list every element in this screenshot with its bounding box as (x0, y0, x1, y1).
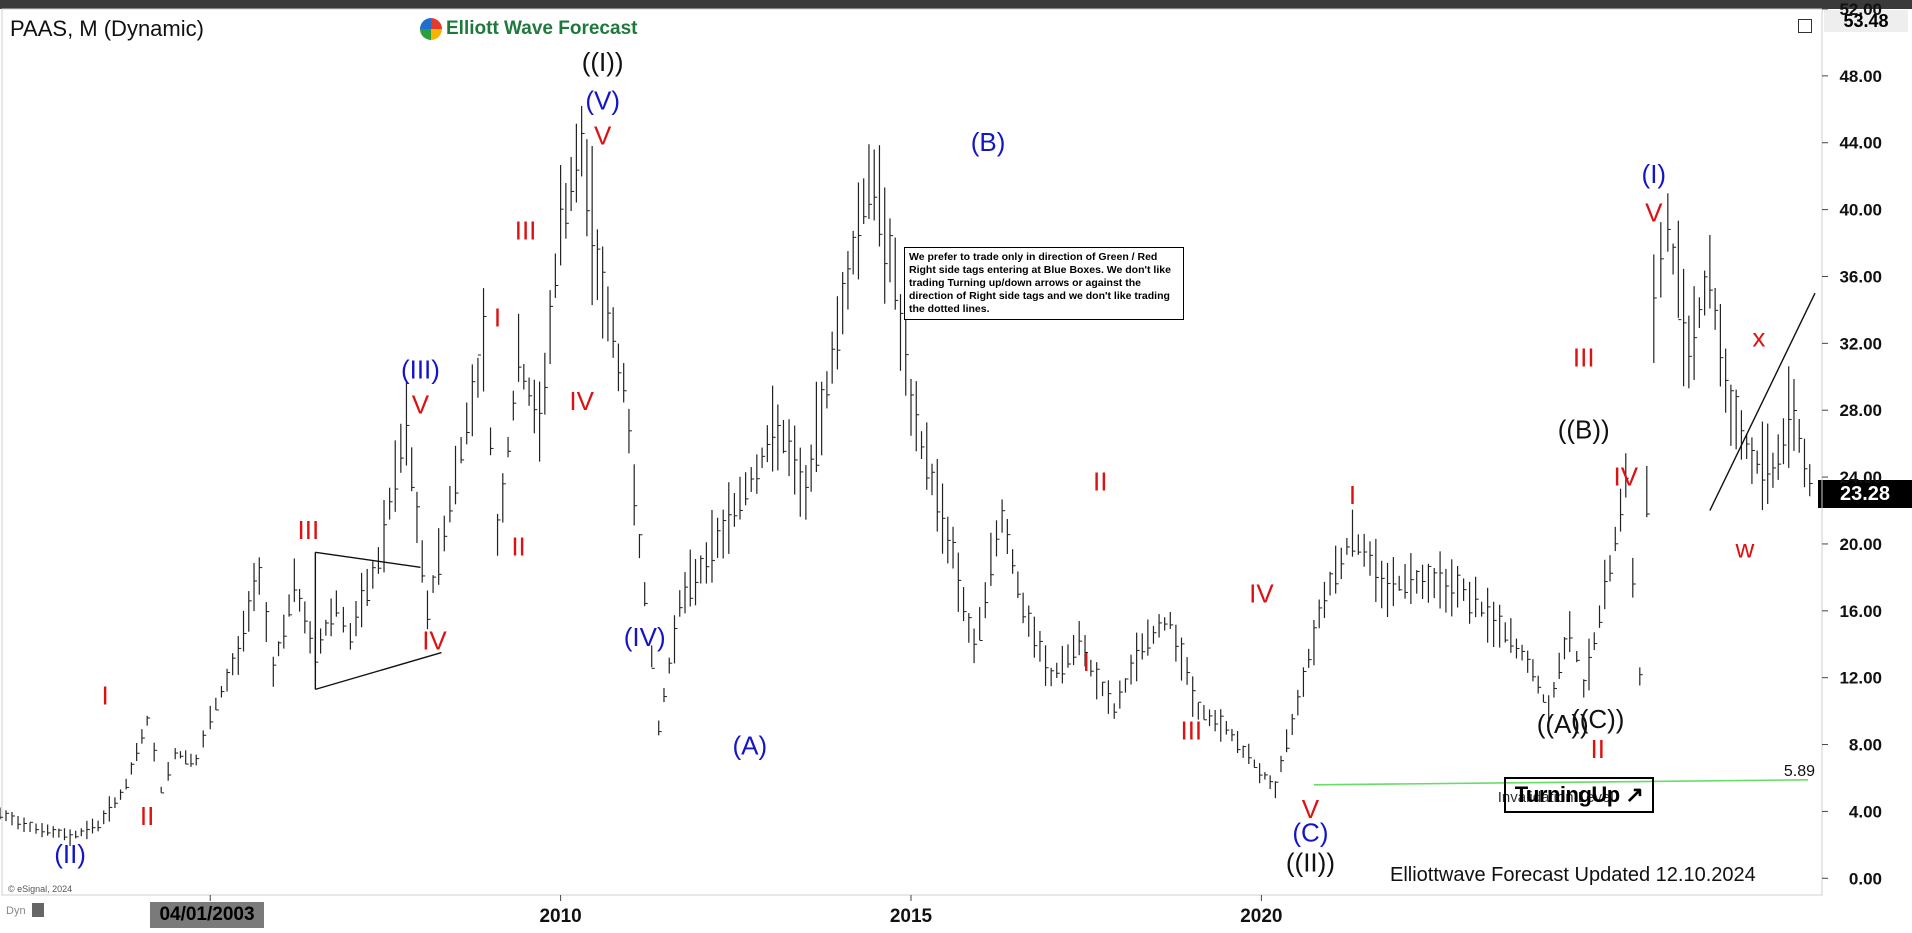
trading-note: We prefer to trade only in direction of … (904, 247, 1184, 320)
invalidation-line (1313, 779, 1808, 786)
wave-label: III (1180, 716, 1202, 746)
wave-label: II (1093, 466, 1107, 496)
wave-label: II (140, 801, 154, 831)
y-tick-label: 20.00 (1839, 535, 1882, 554)
y-tick-label: 32.00 (1839, 334, 1882, 353)
cursor-date-box: 04/01/2003 (150, 902, 264, 928)
last-price-label: 23.28 (1818, 480, 1912, 508)
y-tick-label: 48.00 (1839, 67, 1882, 86)
triangle-lower-line (315, 651, 442, 691)
brand-globe-icon (420, 18, 442, 40)
y-tick-label: 40.00 (1839, 201, 1882, 220)
updated-caption: Elliottwave Forecast Updated 12.10.2024 (1390, 864, 1756, 886)
wave-label: IV (1249, 578, 1274, 608)
arrow-up-right-icon: ↗ (1625, 782, 1644, 807)
wave-label: x (1752, 323, 1765, 353)
wave-label: IV (422, 625, 447, 655)
dyn-label: Dyn (6, 905, 26, 917)
invalidation-value: 5.89 (1784, 763, 1815, 780)
wave-label: IV (569, 386, 594, 416)
symbol-title: PAAS, M (Dynamic) (10, 16, 204, 41)
wave-label: (IV) (624, 622, 666, 652)
wave-label: II (1591, 734, 1605, 764)
y-tick-label: 8.00 (1849, 736, 1882, 755)
wave-label: I (1083, 647, 1090, 677)
y-tick-label: 16.00 (1839, 602, 1882, 621)
wave-label: V (412, 390, 430, 420)
y-tick-label: 44.00 (1839, 134, 1882, 153)
dyn-toggle-icon[interactable] (32, 903, 44, 917)
restore-window-icon[interactable] (1798, 19, 1812, 33)
brand-logo: Elliott Wave Forecast (420, 18, 637, 40)
y-tick-label: 52.00 (1839, 0, 1882, 19)
triangle-upper-line (315, 551, 421, 569)
y-tick-label: 12.00 (1839, 669, 1882, 688)
plot-frame (1, 8, 1823, 896)
wave-label: (I) (1642, 159, 1667, 189)
wave-label: III (298, 515, 320, 545)
y-tick-label: 36.00 (1839, 267, 1882, 286)
wave-label: I (1349, 480, 1356, 510)
wave-label: ((II)) (1286, 848, 1335, 878)
projection-line (1709, 292, 1816, 511)
wave-label: II (511, 532, 525, 562)
y-tick-label: 28.00 (1839, 401, 1882, 420)
wave-label: IV (1613, 461, 1638, 491)
esignal-copyright: © eSignal, 2024 (8, 884, 73, 894)
wave-label: V (1645, 197, 1663, 227)
x-tick-label: 2020 (1240, 906, 1282, 927)
turning-up-label: TurningUp (1514, 782, 1621, 807)
wave-label: ((I)) (582, 47, 624, 77)
wave-label: (A) (732, 731, 767, 761)
wave-label: III (1573, 343, 1595, 373)
wave-label: w (1735, 533, 1755, 563)
wave-label: ((C)) (1571, 704, 1624, 734)
x-tick-label: 2015 (890, 906, 933, 927)
invalidation-caption: Invalidation Level (1498, 789, 1614, 806)
wave-label: (C) (1292, 818, 1328, 848)
wave-label: (V) (585, 85, 620, 115)
window-top-bar (0, 0, 1912, 9)
wave-label: (B) (971, 127, 1006, 157)
wave-label: I (494, 303, 501, 333)
y-tick-label: 0.00 (1849, 869, 1882, 888)
wave-label: III (515, 216, 537, 246)
wave-label: (III) (401, 354, 440, 384)
wave-label: ((A)) (1537, 709, 1589, 739)
turning-up-tag: TurningUp ↗ (1504, 777, 1654, 813)
wave-label: ((B)) (1558, 415, 1610, 445)
wave-label: I (101, 680, 108, 710)
brand-name: Elliott Wave Forecast (446, 18, 638, 39)
x-tick-label: 2010 (539, 906, 581, 927)
wave-label: (II) (54, 839, 86, 869)
top-price-label: 53.48 (1824, 10, 1908, 32)
y-tick-label: 4.00 (1849, 802, 1882, 821)
y-tick-label: 24.00 (1839, 468, 1882, 487)
wave-label: V (1302, 794, 1320, 824)
wave-label: V (594, 120, 612, 150)
